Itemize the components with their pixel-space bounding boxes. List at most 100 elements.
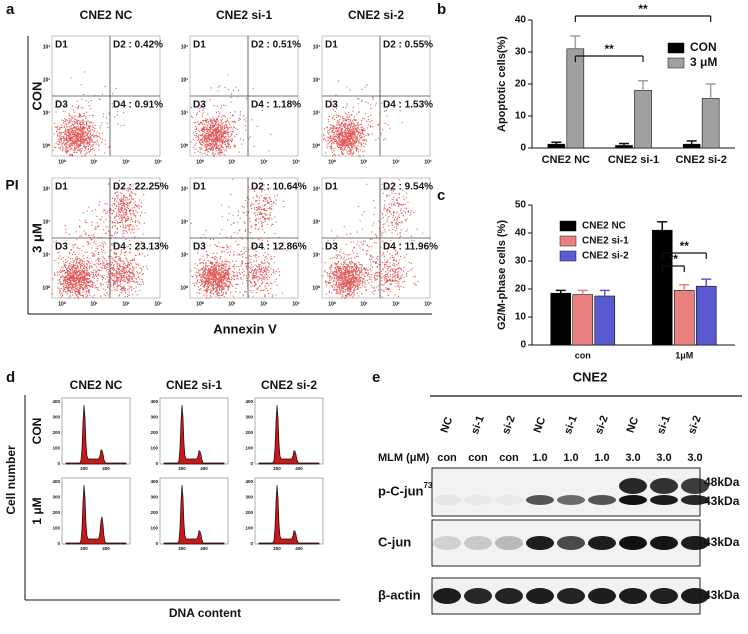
x-tick-label: 400: [102, 546, 110, 551]
quadrant-label: D1: [325, 182, 338, 193]
y-tick-label: 10²: [43, 77, 51, 83]
dose-title: MLM (μM): [378, 452, 430, 464]
y-tick-label: 10⁰: [312, 143, 320, 149]
histogram: [65, 404, 127, 465]
bar: [550, 292, 572, 346]
quadrant-label: D2 : 9.54%: [383, 182, 433, 193]
quadrant-label: D4 : 23.13%: [113, 242, 169, 253]
y-tick-label: 10²: [43, 219, 51, 225]
error-bar: [679, 284, 690, 291]
quadrant-label: D3: [193, 100, 206, 111]
y-tick-label: 300: [245, 415, 253, 420]
y-tick-label: 10²: [181, 77, 189, 83]
bar: [547, 143, 566, 149]
lane-label: si-1: [469, 414, 487, 436]
legend-swatch: [667, 57, 685, 69]
band: [588, 588, 616, 604]
y-tick-label: 200: [245, 430, 253, 435]
bar: [572, 294, 594, 346]
x-tick-label: 400: [295, 466, 303, 471]
error-bar: [577, 289, 588, 295]
bar: [566, 48, 585, 149]
plot-frame: [254, 397, 324, 465]
y-tick-label: 400: [52, 399, 60, 404]
y-tick-label: 10¹: [313, 110, 321, 116]
y-tick-label: 100: [150, 446, 158, 451]
y-tick-label: 10³: [43, 44, 51, 50]
dose-label: 1.0: [594, 452, 609, 464]
quadrant-label: D4 : 11.96%: [383, 242, 438, 253]
dose-label: 1.0: [563, 452, 578, 464]
row-label: CON: [30, 418, 44, 445]
plot-frame: [61, 477, 131, 545]
y-tick-label: 20: [515, 79, 527, 90]
legend-swatch: [559, 220, 577, 232]
y-tick-label: 100: [245, 526, 253, 531]
quadrant-label: D1: [193, 182, 206, 193]
y-tick-label: 30: [515, 256, 527, 267]
y-tick-label: 0: [155, 461, 158, 466]
bar: [695, 285, 717, 346]
panel-label: b: [437, 1, 446, 18]
axis-title: PI: [5, 177, 18, 193]
y-tick-label: 10²: [181, 219, 189, 225]
y-tick-label: 0: [520, 340, 526, 351]
band: [433, 588, 461, 604]
significance: **: [604, 42, 614, 56]
y-tick-label: 10⁰: [180, 143, 188, 149]
legend-swatch: [559, 250, 577, 262]
x-tick-label: 400: [200, 466, 208, 471]
error-bar: [638, 80, 648, 91]
size-label: 43kDa: [704, 588, 740, 602]
band: [619, 478, 647, 494]
band: [681, 588, 709, 604]
y-tick-label: 200: [245, 510, 253, 515]
x-tick-label: 10⁰: [328, 159, 336, 165]
quadrant-label: D4 : 0.91%: [113, 100, 163, 111]
y-tick-label: 400: [52, 479, 60, 484]
plot-frame: [159, 477, 229, 545]
error-bar: [551, 141, 562, 145]
y-tick-label: 10¹: [43, 252, 51, 258]
error-bar: [701, 278, 712, 287]
row-label: C-jun: [378, 534, 411, 549]
y-axis-title: Apoptotic cells(%): [496, 36, 508, 132]
histogram: [163, 484, 225, 545]
dose-label: 3.0: [656, 452, 671, 464]
quadrant-label: D3: [325, 242, 338, 253]
size-label: 43kDa: [704, 494, 740, 508]
quadrant-label: D4 : 1.18%: [251, 100, 301, 111]
scatter-dots: [190, 74, 272, 157]
row-label: CON: [29, 82, 44, 111]
band: [526, 536, 554, 550]
error-bar: [657, 221, 668, 231]
band: [681, 495, 709, 505]
y-tick-label: 10³: [181, 186, 189, 192]
x-tick-label: CNE2 si-2: [675, 154, 726, 166]
band: [650, 478, 678, 494]
y-tick-label: 10⁰: [42, 285, 50, 291]
y-tick-label: 10⁰: [312, 285, 320, 291]
histogram: [65, 484, 127, 545]
y-axis-title: G2/M-phase cells (%): [496, 220, 508, 330]
x-tick-label: 10²: [122, 159, 130, 165]
y-tick-label: 200: [150, 510, 158, 515]
dose-label: con: [499, 452, 519, 464]
band: [619, 495, 647, 505]
quadrant-label: D3: [325, 100, 338, 111]
x-tick-label: con: [575, 350, 591, 360]
error-bar: [555, 289, 566, 294]
x-tick-label: 10³: [154, 159, 162, 165]
x-tick-label: 10³: [424, 301, 432, 307]
x-tick-label: 10³: [154, 301, 162, 307]
column-header: CNE2 si-2: [348, 8, 404, 22]
error-bar: [686, 140, 697, 145]
y-tick-label: 400: [245, 479, 253, 484]
quadrant-label: D4 : 12.86%: [251, 242, 307, 253]
lane-label: si-1: [562, 414, 580, 436]
lane-label: NC: [532, 415, 549, 434]
quadrant-label: D2 : 0.55%: [383, 40, 433, 51]
column-header: CNE2 NC: [80, 8, 133, 22]
row-label: β-actin: [378, 587, 421, 602]
legend-label: CNE2 NC: [582, 221, 626, 232]
